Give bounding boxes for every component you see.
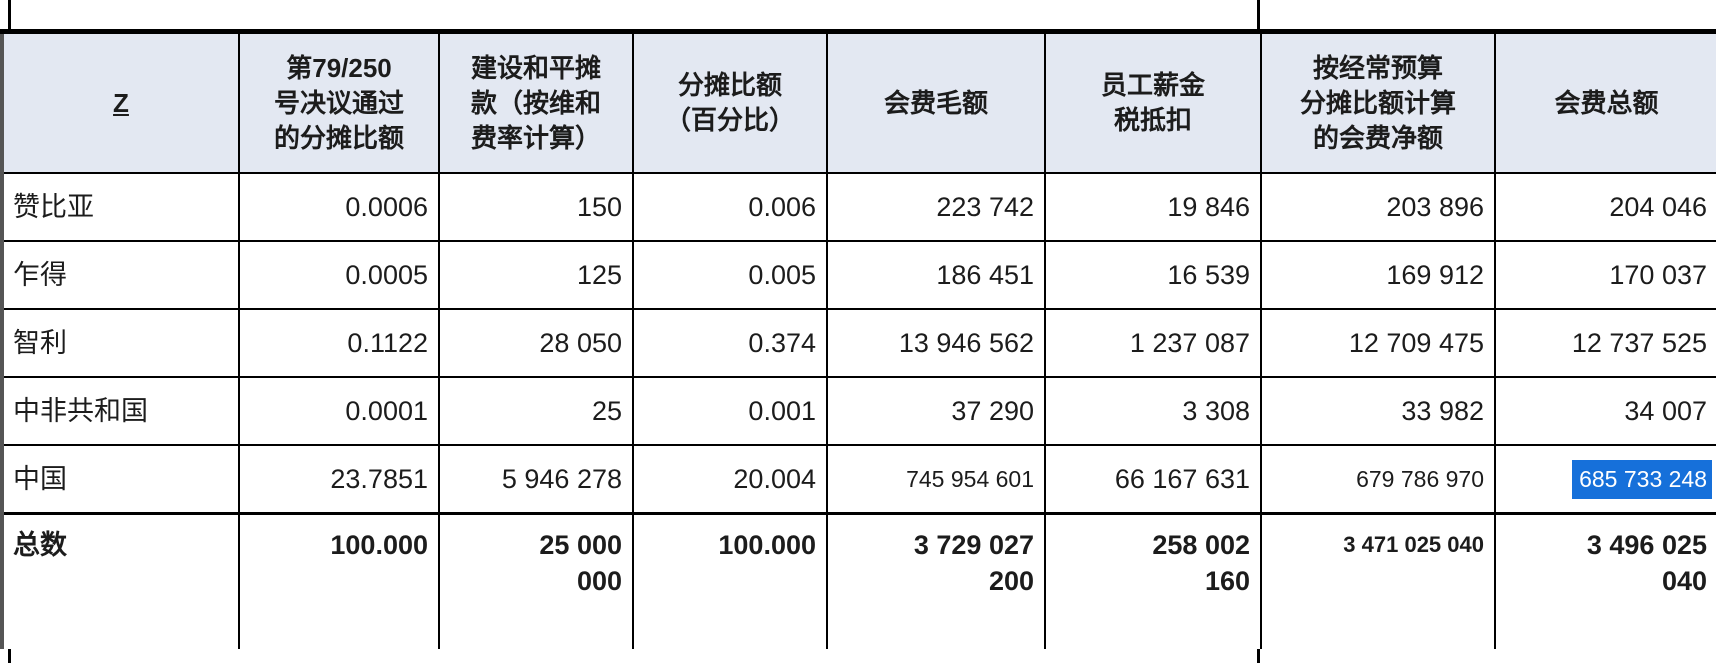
value-cell: 23.7851 xyxy=(238,444,440,515)
value-cell: 150 xyxy=(438,172,634,242)
selected-text[interactable]: 685 733 248 xyxy=(1572,459,1712,499)
value-cell: 16 539 xyxy=(1044,240,1262,310)
value-cell: 0.001 xyxy=(632,376,828,446)
value-cell: 33 982 xyxy=(1260,376,1496,446)
value-cell: 0.0006 xyxy=(238,172,440,242)
value-cell: 3 496 025 040 xyxy=(1494,512,1716,663)
value-cell: 100.000 xyxy=(238,512,440,663)
value-cell: 100.000 xyxy=(632,512,828,663)
value-cell: 34 007 xyxy=(1494,376,1716,446)
row-chile: 智利 0.1122 28 050 0.374 13 946 562 1 237 … xyxy=(1,308,1716,378)
value-cell: 0.0001 xyxy=(238,376,440,446)
value-cell: 19 846 xyxy=(1044,172,1262,242)
divider-line xyxy=(8,649,11,663)
country-name-cell: 赞比亚 xyxy=(1,172,240,242)
row-zambia: 赞比亚 0.0006 150 0.006 223 742 19 846 203 … xyxy=(1,172,1716,242)
header-row: Z 第79/250 号决议通过 的分摊比额 建设和平摊 款（按维和 费率计算） … xyxy=(1,30,1716,174)
value-cell: 0.374 xyxy=(632,308,828,378)
value-cell: 745 954 601 xyxy=(826,444,1046,515)
country-name-cell: 乍得 xyxy=(1,240,240,310)
value-cell: 13 946 562 xyxy=(826,308,1046,378)
row-chad: 乍得 0.0005 125 0.005 186 451 16 539 169 9… xyxy=(1,240,1716,310)
value-cell: 186 451 xyxy=(826,240,1046,310)
col-resolution-rate: 第79/250 号决议通过 的分摊比额 xyxy=(238,30,440,174)
col-staff-assessment: 员工薪金 税抵扣 xyxy=(1044,30,1262,174)
value-cell: 25 xyxy=(438,376,634,446)
row-totals: 总数 100.000 25 000 000 100.000 3 729 027 … xyxy=(1,512,1716,663)
row-central-african-republic: 中非共和国 0.0001 25 0.001 37 290 3 308 33 98… xyxy=(1,376,1716,446)
col-peacebuilding: 建设和平摊 款（按维和 费率计算） xyxy=(438,30,634,174)
value-cell: 203 896 xyxy=(1260,172,1496,242)
value-cell: 685 733 248 xyxy=(1494,444,1716,515)
value-cell: 28 050 xyxy=(438,308,634,378)
divider-line xyxy=(8,0,11,29)
value-cell: 170 037 xyxy=(1494,240,1716,310)
value-cell: 3 308 xyxy=(1044,376,1262,446)
value-cell: 5 946 278 xyxy=(438,444,634,515)
value-cell: 3 471 025 040 xyxy=(1260,512,1496,663)
value-cell: 0.006 xyxy=(632,172,828,242)
value-cell: 0.0005 xyxy=(238,240,440,310)
value-cell: 12 737 525 xyxy=(1494,308,1716,378)
value-cell: 169 912 xyxy=(1260,240,1496,310)
value-cell: 679 786 970 xyxy=(1260,444,1496,515)
country-name-cell: 中非共和国 xyxy=(1,376,240,446)
country-name-cell: 中国 xyxy=(1,444,240,515)
col-letter-z: Z xyxy=(1,30,240,174)
value-cell: 258 002 160 xyxy=(1044,512,1262,663)
previous-row-fragment xyxy=(0,0,1716,29)
value-cell: 223 742 xyxy=(826,172,1046,242)
col-gross-contribution: 会费毛额 xyxy=(826,30,1046,174)
value-cell: 25 000 000 xyxy=(438,512,634,663)
divider-line xyxy=(1257,0,1260,29)
value-cell: 0.1122 xyxy=(238,308,440,378)
section-letter: Z xyxy=(113,87,129,118)
value-cell: 204 046 xyxy=(1494,172,1716,242)
row-china: 中国 23.7851 5 946 278 20.004 745 954 601 … xyxy=(1,444,1716,515)
value-cell: 1 237 087 xyxy=(1044,308,1262,378)
value-cell: 3 729 027 200 xyxy=(826,512,1046,663)
value-cell: 20.004 xyxy=(632,444,828,515)
totals-label-cell: 总数 xyxy=(1,512,240,663)
value-cell: 37 290 xyxy=(826,376,1046,446)
value-cell: 12 709 475 xyxy=(1260,308,1496,378)
value-cell: 0.005 xyxy=(632,240,828,310)
col-rate-percent: 分摊比额 （百分比） xyxy=(632,30,828,174)
value-cell: 125 xyxy=(438,240,634,310)
next-row-fragment xyxy=(0,649,1716,663)
value-cell: 66 167 631 xyxy=(1044,444,1262,515)
country-name-cell: 智利 xyxy=(1,308,240,378)
divider-line xyxy=(1257,649,1260,663)
col-total-contribution: 会费总额 xyxy=(1494,30,1716,174)
assessment-table: Z 第79/250 号决议通过 的分摊比额 建设和平摊 款（按维和 费率计算） … xyxy=(0,29,1716,663)
col-net-regular-budget: 按经常预算 分摊比额计算 的会费净额 xyxy=(1260,30,1496,174)
